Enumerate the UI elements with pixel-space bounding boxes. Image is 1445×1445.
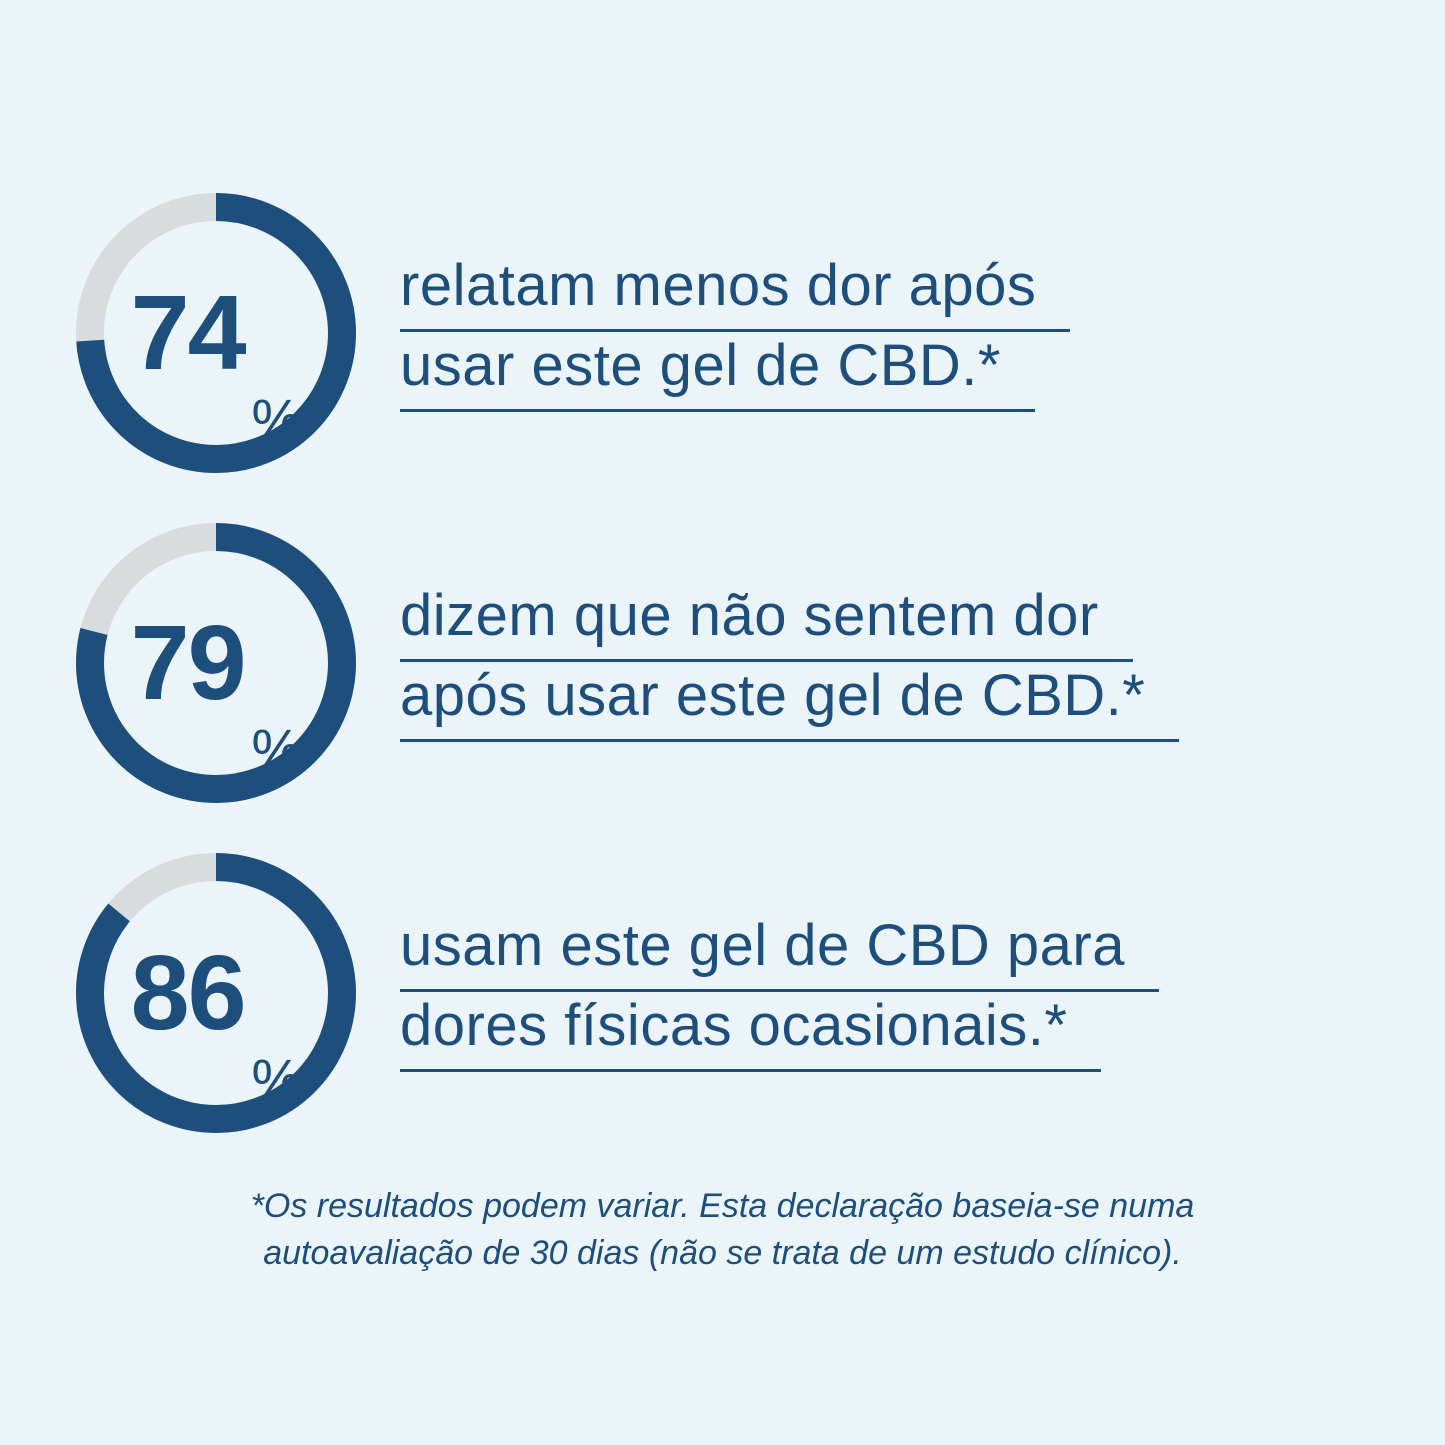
stat-caption-86: usam este gel de CBD para dores físicas … [400,913,1159,1073]
caption-line: após usar este gel de CBD.* [400,663,1180,742]
stat-row-74: 74 % relatam menos dor após usar este ge… [76,193,1445,473]
caption-line: usar este gel de CBD.* [400,333,1035,412]
donut-label-79: 79 % [76,523,356,803]
donut-label-86: 86 % [76,853,356,1133]
percent-number: 74 [130,274,247,392]
percent-number: 79 [130,604,247,722]
donut-chart-74: 74 % [76,193,356,473]
percent-number: 86 [130,934,247,1052]
caption-line: dores físicas ocasionais.* [400,993,1102,1072]
disclaimer-line-1: *Os resultados podem variar. Esta declar… [250,1187,1195,1225]
stat-row-86: 86 % usam este gel de CBD para dores fís… [76,853,1445,1133]
percent-sign: % [251,387,302,450]
donut-ring-79 [76,523,356,803]
donut-label-74: 74 % [76,193,356,473]
donut-value-segment [76,853,356,1133]
caption-line: dizem que não sentem dor [400,583,1133,662]
donut-value-segment [76,523,356,803]
disclaimer-footnote: *Os resultados podem variar. Esta declar… [0,1183,1445,1277]
donut-ring-86 [76,853,356,1133]
disclaimer-line-2: autoavaliação de 30 dias (não se trata d… [263,1234,1182,1272]
donut-chart-79: 79 % [76,523,356,803]
caption-line: relatam menos dor após [400,253,1071,332]
stat-row-79: 79 % dizem que não sentem dor após usar … [76,523,1445,803]
stat-caption-79: dizem que não sentem dor após usar este … [400,583,1180,743]
percent-sign: % [251,717,302,780]
stats-list: 74 % relatam menos dor após usar este ge… [76,193,1445,1133]
caption-line: usam este gel de CBD para [400,913,1159,992]
stat-caption-74: relatam menos dor após usar este gel de … [400,253,1071,413]
donut-value-segment [76,193,356,473]
donut-ring-74 [76,193,356,473]
donut-chart-86: 86 % [76,853,356,1133]
percent-sign: % [251,1047,302,1110]
